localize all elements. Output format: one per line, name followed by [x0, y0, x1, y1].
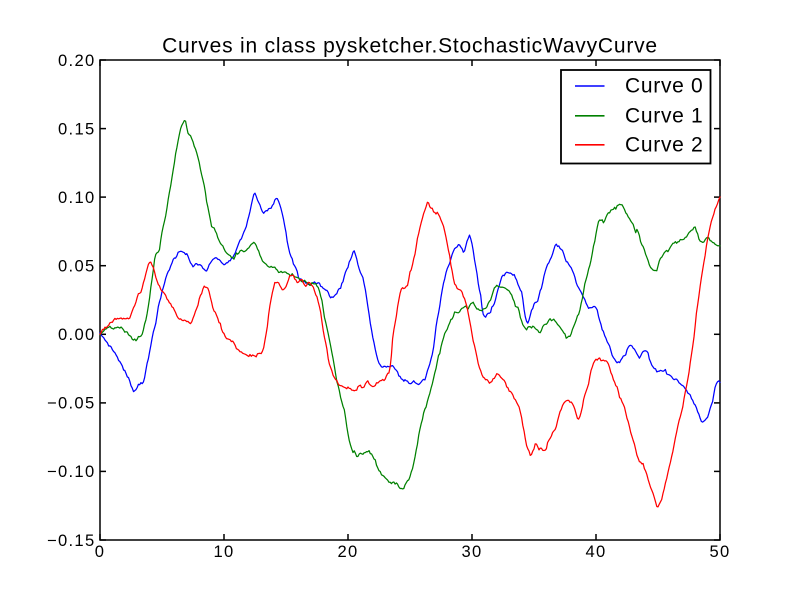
- svg-text:10: 10: [213, 542, 234, 561]
- svg-text:30: 30: [461, 542, 482, 561]
- svg-text:−0.05: −0.05: [47, 394, 96, 413]
- svg-text:0.20: 0.20: [58, 51, 96, 70]
- svg-text:Curves in class pysketcher.Sto: Curves in class pysketcher.StochasticWav…: [162, 35, 658, 58]
- svg-text:Curve 2: Curve 2: [625, 133, 703, 156]
- svg-text:−0.15: −0.15: [47, 531, 96, 550]
- svg-text:0.10: 0.10: [58, 188, 96, 207]
- svg-text:40: 40: [585, 542, 606, 561]
- svg-text:50: 50: [709, 542, 730, 561]
- svg-text:0.15: 0.15: [58, 119, 96, 138]
- svg-text:−0.10: −0.10: [47, 462, 96, 481]
- svg-text:0: 0: [95, 542, 106, 561]
- svg-text:0.00: 0.00: [58, 325, 96, 344]
- svg-text:20: 20: [337, 542, 358, 561]
- svg-text:Curve 0: Curve 0: [625, 75, 703, 98]
- svg-text:Curve 1: Curve 1: [625, 104, 703, 127]
- svg-text:0.05: 0.05: [58, 257, 96, 276]
